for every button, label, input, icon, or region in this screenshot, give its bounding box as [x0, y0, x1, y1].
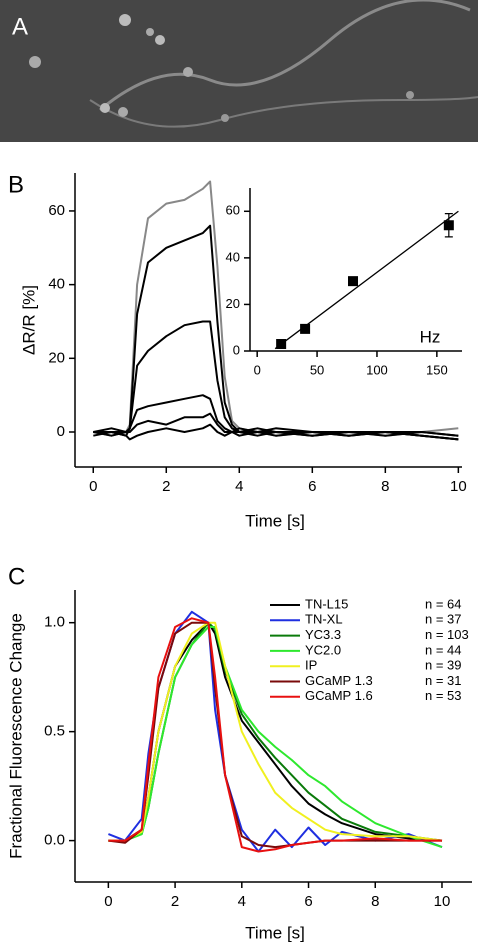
series-line	[93, 224, 459, 441]
y-axis-title: Fractional Fluorescence Change	[6, 613, 25, 859]
x-tick-label: 2	[171, 893, 179, 910]
legend-n: n = 64	[425, 596, 462, 611]
legend-label: YC2.0	[305, 642, 341, 657]
legend-label: GCaMP 1.6	[305, 688, 373, 703]
x-tick-label: 8	[381, 478, 389, 495]
x-axis-title: Hz	[420, 327, 441, 346]
micrograph: A	[0, 0, 478, 142]
data-point	[348, 276, 359, 287]
x-tick-label: 0	[254, 362, 261, 377]
y-tick-label: 0	[233, 342, 240, 357]
series-line	[93, 180, 459, 437]
legend-label: TN-XL	[305, 612, 343, 627]
data-point	[443, 220, 454, 231]
x-tick-label: 150	[426, 362, 448, 377]
y-tick-label: 40	[48, 276, 65, 293]
legend-label: YC3.3	[305, 627, 341, 642]
y-tick-label: 0	[57, 423, 65, 440]
y-tick-label: 60	[48, 202, 65, 219]
legend-n: n = 31	[425, 673, 462, 688]
legend-n: n = 103	[425, 627, 469, 642]
y-tick-label: 20	[226, 296, 240, 311]
legend-label: TN-L15	[305, 596, 348, 611]
legend-label: GCaMP 1.3	[305, 673, 373, 688]
x-axis-title: Time [s]	[245, 923, 305, 942]
series-line	[108, 617, 442, 853]
y-tick-label: 40	[226, 249, 240, 264]
series-line	[93, 394, 459, 441]
y-tick-label: 0.5	[44, 723, 65, 740]
series-line	[93, 423, 459, 441]
y-tick-label: 60	[226, 203, 240, 218]
legend-n: n = 39	[425, 658, 462, 673]
x-tick-label: 10	[450, 478, 467, 495]
data-point	[276, 339, 287, 350]
series-line	[93, 320, 459, 437]
data-point	[300, 323, 311, 334]
panel-label: C	[8, 563, 25, 590]
x-tick-label: 0	[104, 893, 112, 910]
series-line	[93, 412, 459, 437]
legend-n: n = 53	[425, 688, 462, 703]
series-line	[108, 621, 443, 842]
x-tick-label: 6	[304, 893, 312, 910]
x-tick-label: 100	[366, 362, 388, 377]
panel-label: A	[12, 13, 28, 40]
panel-label: B	[8, 171, 24, 198]
y-axis-title: ΔR/R [%]	[19, 285, 38, 355]
legend-label: IP	[305, 658, 317, 673]
series-line	[108, 626, 443, 849]
x-tick-label: 10	[434, 893, 451, 910]
x-tick-label: 6	[308, 478, 316, 495]
x-tick-label: 50	[310, 362, 324, 377]
y-tick-label: 1.0	[44, 614, 65, 631]
legend-n: n = 37	[425, 612, 462, 627]
x-tick-label: 8	[371, 893, 379, 910]
legend-n: n = 44	[425, 642, 462, 657]
x-tick-label: 4	[235, 478, 243, 495]
y-tick-label: 0.0	[44, 832, 65, 849]
x-tick-label: 0	[89, 478, 97, 495]
y-tick-label: 20	[48, 349, 65, 366]
x-tick-label: 4	[238, 893, 246, 910]
x-tick-label: 2	[162, 478, 170, 495]
x-axis-title: Time [s]	[245, 511, 305, 530]
